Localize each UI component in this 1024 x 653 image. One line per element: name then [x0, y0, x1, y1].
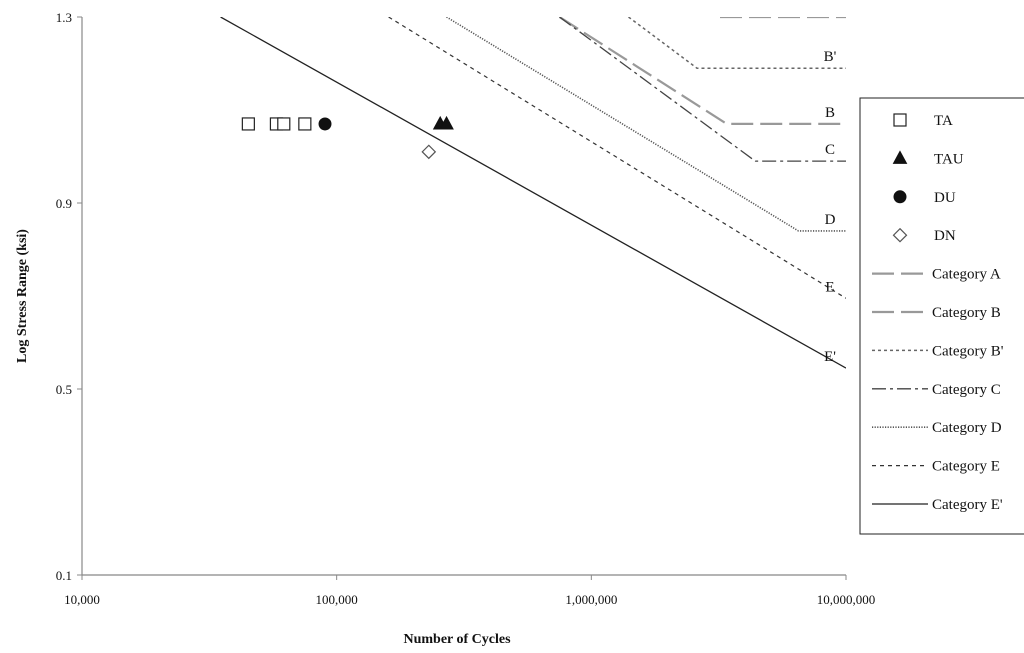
legend-label-du: DU	[934, 190, 956, 206]
legend-label-category-d: Category D	[932, 420, 1002, 436]
y-tick-label: 0.9	[56, 196, 72, 211]
plot-area	[82, 17, 846, 575]
legend-box	[859, 97, 1024, 535]
legend-label-category-e-prime: Category E'	[932, 497, 1003, 513]
x-tick-label: 10,000,000	[817, 592, 876, 607]
legend-item-category-c: Category C	[872, 382, 1001, 398]
legend-marker-du	[893, 190, 907, 204]
series-line-category-e	[388, 17, 846, 299]
legend-item-tau: TAU	[892, 150, 964, 167]
legend: TA TAU DU DN Category A Category B Category B'…	[859, 97, 1024, 535]
legend-item-category-b: Category B	[872, 305, 1001, 321]
x-tick-label: 1,000,000	[565, 592, 617, 607]
legend-item-category-e: Category E	[872, 459, 1000, 475]
legend-label-tau: TAU	[934, 151, 964, 167]
x-axis-title: Number of Cycles	[403, 632, 511, 647]
curve-label-category-e-prime: E'	[824, 349, 836, 365]
data-point-ta	[277, 117, 291, 131]
series-line-category-b	[558, 17, 846, 126]
data-point-ta	[298, 117, 312, 131]
legend-item-ta: TA	[893, 113, 953, 129]
legend-label-category-e: Category E	[932, 459, 1000, 475]
curve-label-category-d: D	[825, 212, 836, 228]
data-point-ta	[241, 117, 255, 131]
data-point-du	[318, 117, 332, 131]
x-tick-label: 10,000	[64, 592, 100, 607]
legend-marker-dn	[892, 227, 908, 243]
series-line-category-b-prime	[628, 17, 846, 69]
legend-label-dn: DN	[934, 228, 956, 244]
legend-label-category-b-prime: Category B'	[932, 343, 1004, 359]
legend-label-category-b: Category B	[932, 305, 1001, 321]
series-line-category-e-prime	[220, 17, 846, 369]
series-line-category-d	[446, 17, 846, 232]
legend-marker-tau	[892, 150, 908, 164]
legend-label-category-c: Category C	[932, 382, 1001, 398]
curve-label-category-e: E	[825, 279, 834, 295]
x-tick-label: 100,000	[316, 592, 358, 607]
y-axis-title: Log Stress Range (ksi)	[15, 229, 30, 363]
legend-item-category-b-prime: Category B'	[872, 343, 1004, 359]
curve-label-category-c: C	[825, 142, 835, 158]
legend-item-category-a: Category A	[872, 267, 1001, 283]
curve-label-category-b-prime: B'	[824, 49, 837, 65]
legend-item-du: DU	[893, 190, 956, 206]
legend-label-category-a: Category A	[932, 267, 1001, 283]
legend-item-dn: DN	[892, 227, 956, 244]
curve-label-category-b: B	[825, 105, 835, 121]
y-tick-label: 0.1	[56, 568, 72, 583]
series-line-category-c	[559, 17, 846, 162]
legend-item-category-d: Category D	[872, 420, 1002, 436]
data-point-tau	[439, 115, 454, 130]
y-tick-label: 0.5	[56, 382, 72, 397]
y-tick-label: 1.3	[56, 10, 72, 25]
data-point-dn	[421, 144, 437, 160]
legend-marker-ta	[893, 113, 907, 127]
legend-item-category-e-prime: Category E'	[872, 497, 1003, 513]
legend-label-ta: TA	[934, 113, 953, 129]
